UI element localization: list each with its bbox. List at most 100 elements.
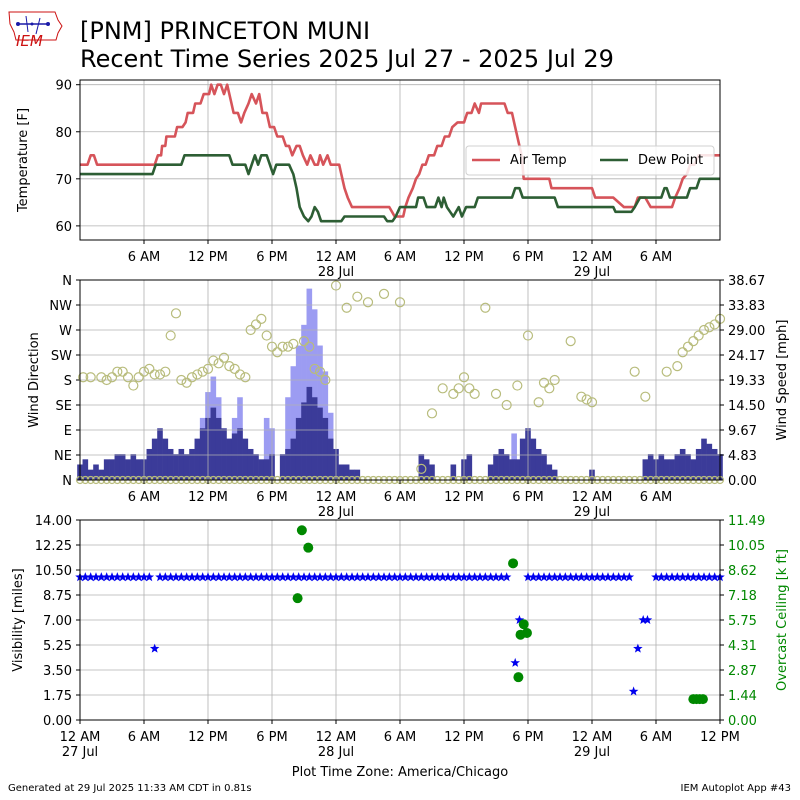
visibility-marker bbox=[160, 572, 171, 582]
iem-logo: IEM bbox=[8, 11, 63, 50]
vis-ytick-label: 3.50 bbox=[43, 664, 72, 679]
vis-ytick-label: 10.50 bbox=[35, 564, 72, 579]
logo-text: IEM bbox=[16, 32, 43, 50]
wind-direction-marker bbox=[682, 341, 694, 352]
visibility-marker bbox=[704, 572, 715, 582]
visibility-marker bbox=[421, 572, 432, 582]
wind-speed-bar bbox=[514, 459, 521, 480]
visibility-marker bbox=[347, 572, 357, 582]
wind-direction-marker bbox=[128, 380, 139, 391]
visibility-marker bbox=[80, 572, 91, 582]
wind-speed-bar bbox=[423, 459, 430, 480]
visibility-marker bbox=[112, 572, 123, 582]
wind-speed-bar bbox=[258, 459, 265, 480]
wind-speed-bar bbox=[183, 454, 190, 480]
wind-speed-bar bbox=[253, 454, 259, 480]
visibility-marker bbox=[187, 572, 197, 582]
visibility-marker bbox=[208, 572, 219, 582]
temp-ylabel: Temperature [F] bbox=[16, 108, 31, 213]
wind-speed-bar bbox=[215, 417, 222, 480]
visibility-marker bbox=[592, 572, 603, 582]
wind-direction-marker bbox=[693, 330, 704, 341]
wind-xtick-label: 6 PM bbox=[256, 490, 287, 505]
wind-direction-marker bbox=[448, 388, 459, 399]
wind-speed-bar bbox=[493, 454, 499, 480]
wind-direction-marker bbox=[224, 361, 235, 372]
visibility-marker bbox=[144, 572, 155, 582]
ceiling-marker bbox=[292, 593, 303, 604]
visibility-marker bbox=[107, 572, 117, 582]
visibility-marker bbox=[277, 572, 288, 582]
temp-ytick-label: 90 bbox=[55, 79, 72, 94]
vis-ytick-label: 14.00 bbox=[35, 514, 72, 529]
wind-direction-marker bbox=[330, 280, 342, 291]
wind-gust-bar bbox=[285, 397, 291, 480]
wind-direction-marker bbox=[144, 363, 155, 374]
visibility-marker bbox=[373, 572, 384, 582]
visibility-marker bbox=[219, 572, 229, 582]
visibility-marker bbox=[437, 572, 448, 582]
vis-ytick-label: 0.00 bbox=[43, 714, 72, 729]
wind-direction-marker bbox=[112, 366, 123, 377]
footer-generated: Generated at 29 Jul 2025 11:33 AM CDT in… bbox=[8, 783, 252, 794]
vis-xtick-date-label: 29 Jul bbox=[574, 745, 610, 760]
wind-direction-marker bbox=[341, 302, 352, 313]
wind-speed-bar bbox=[125, 459, 131, 480]
temp-ytick-label: 70 bbox=[55, 173, 72, 188]
temp-xtick-label: 6 AM bbox=[384, 250, 417, 265]
wind-xtick-label: 12 AM bbox=[572, 490, 613, 505]
wind-direction-marker bbox=[629, 366, 640, 377]
visibility-marker bbox=[491, 572, 501, 582]
wind-direction-marker bbox=[149, 369, 160, 380]
temp-xtick-label: 6 AM bbox=[128, 250, 161, 265]
visibility-marker bbox=[363, 572, 373, 582]
visibility-marker bbox=[624, 572, 635, 582]
visibility-marker bbox=[633, 643, 643, 653]
vis-ytick-label: 5.25 bbox=[43, 639, 72, 654]
wind-dir-ytick-label: N bbox=[62, 474, 72, 489]
ceiling-ylabel: Overcast Ceiling [k ft] bbox=[775, 549, 790, 691]
wind-direction-marker bbox=[533, 397, 544, 408]
visibility-marker bbox=[368, 572, 379, 582]
wind-speed-bar bbox=[503, 454, 510, 480]
visibility-marker bbox=[459, 572, 469, 582]
wind-speed-bar bbox=[349, 469, 355, 480]
wind-speed-bar bbox=[199, 428, 206, 480]
wind-xtick-label: 6 AM bbox=[640, 490, 673, 505]
wind-speed-bar bbox=[114, 454, 121, 480]
wind-speed-bar bbox=[450, 464, 457, 480]
wind-dir-ytick-label: NW bbox=[49, 299, 72, 314]
wind-direction-marker bbox=[304, 341, 315, 352]
wind-speed-ytick-label: 4.83 bbox=[728, 449, 757, 464]
wind-direction-marker bbox=[538, 377, 550, 388]
wind-direction-marker bbox=[458, 372, 470, 383]
wind-direction-marker bbox=[197, 366, 208, 377]
wind-xtick-label: 12 PM bbox=[444, 490, 484, 505]
wind-speed-bar bbox=[290, 438, 297, 480]
wind-speed-bar bbox=[306, 386, 313, 480]
wind-direction-marker bbox=[277, 341, 288, 352]
visibility-marker bbox=[139, 572, 149, 582]
wind-speed-bar bbox=[167, 448, 174, 480]
wind-speed-bar bbox=[247, 448, 254, 480]
visibility-marker bbox=[117, 572, 128, 582]
vis-xtick-label: 12 AM bbox=[316, 730, 357, 745]
wind-speed-ytick-label: 33.83 bbox=[728, 299, 765, 314]
wind-speed-bar bbox=[647, 454, 654, 480]
visibility-marker bbox=[240, 572, 251, 582]
wind-direction-marker bbox=[234, 369, 246, 380]
ceiling-ytick-label: 0.00 bbox=[728, 714, 757, 729]
ceiling-ytick-label: 2.87 bbox=[728, 664, 757, 679]
visibility-marker bbox=[496, 572, 507, 582]
wind-gust-bar bbox=[306, 288, 313, 480]
visibility-marker bbox=[171, 572, 181, 582]
wind-gust-bar bbox=[295, 345, 302, 480]
wind-speed-bar bbox=[695, 448, 702, 480]
wind-speed-ytick-label: 24.17 bbox=[728, 349, 765, 364]
wind-direction-marker bbox=[117, 366, 128, 377]
wind-speed-bar bbox=[237, 428, 243, 480]
wind-direction-marker bbox=[176, 374, 187, 386]
wind-direction-marker bbox=[261, 330, 272, 341]
wind-direction-marker bbox=[202, 363, 214, 374]
visibility-marker bbox=[416, 572, 427, 582]
